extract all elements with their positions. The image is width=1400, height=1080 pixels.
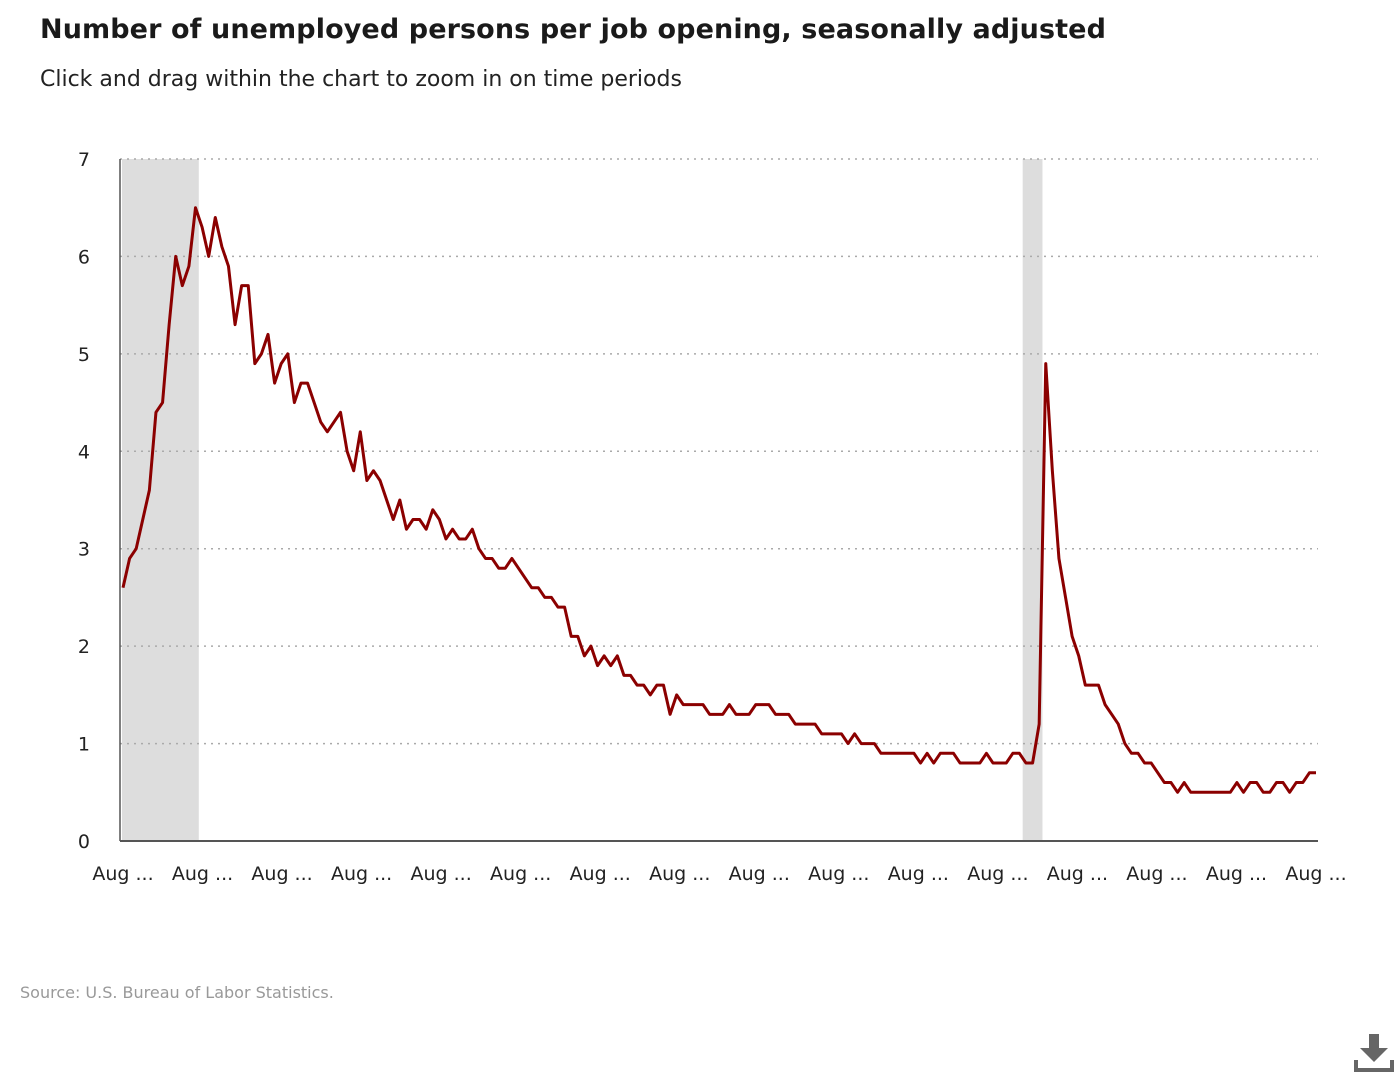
x-tick-label: Aug ... bbox=[649, 863, 710, 885]
x-tick-labels: Aug ... Aug ... Aug ... Aug ... Aug ... Aug .… bbox=[92, 863, 1346, 885]
source-note: Source: U.S. Bureau of Labor Statistics. bbox=[20, 983, 334, 1002]
x-tick-label: Aug ... bbox=[411, 863, 472, 885]
x-tick-label: Aug ... bbox=[1047, 863, 1108, 885]
x-tick-label: Aug ... bbox=[331, 863, 392, 885]
y-tick-label: 6 bbox=[78, 246, 90, 268]
x-tick-label: Aug ... bbox=[490, 863, 551, 885]
y-tick-label: 3 bbox=[78, 539, 90, 561]
chart-subtitle: Click and drag within the chart to zoom … bbox=[40, 67, 682, 92]
y-tick-label: 5 bbox=[78, 344, 90, 366]
x-tick-label: Aug ... bbox=[92, 863, 153, 885]
y-tick-label: 2 bbox=[78, 636, 90, 658]
y-tick-label: 4 bbox=[78, 441, 90, 463]
x-tick-label: Aug ... bbox=[888, 863, 949, 885]
download-button[interactable] bbox=[1352, 1030, 1396, 1074]
x-tick-label: Aug ... bbox=[172, 863, 233, 885]
x-tick-label: Aug ... bbox=[967, 863, 1028, 885]
x-tick-label: Aug ... bbox=[1206, 863, 1267, 885]
gridlines bbox=[120, 158, 1318, 745]
chart-title: Number of unemployed persons per job ope… bbox=[40, 14, 1106, 45]
x-tick-label: Aug ... bbox=[1285, 863, 1346, 885]
series-layer[interactable] bbox=[121, 206, 1316, 794]
x-tick-label: Aug ... bbox=[1126, 863, 1187, 885]
y-tick-label: 7 bbox=[78, 149, 90, 171]
x-tick-label: Aug ... bbox=[808, 863, 869, 885]
recession-band bbox=[122, 159, 199, 841]
download-icon bbox=[1354, 1034, 1394, 1072]
series-line[interactable] bbox=[121, 206, 1316, 794]
y-tick-labels: 0 1 2 3 4 5 6 7 bbox=[78, 149, 90, 853]
x-tick-label: Aug ... bbox=[570, 863, 631, 885]
x-tick-label: Aug ... bbox=[251, 863, 312, 885]
x-tick-label: Aug ... bbox=[729, 863, 790, 885]
y-tick-label: 0 bbox=[78, 831, 90, 853]
axes bbox=[119, 159, 1318, 842]
recession-band bbox=[1022, 159, 1043, 841]
recession-bands bbox=[122, 159, 1043, 841]
y-tick-label: 1 bbox=[78, 734, 90, 756]
